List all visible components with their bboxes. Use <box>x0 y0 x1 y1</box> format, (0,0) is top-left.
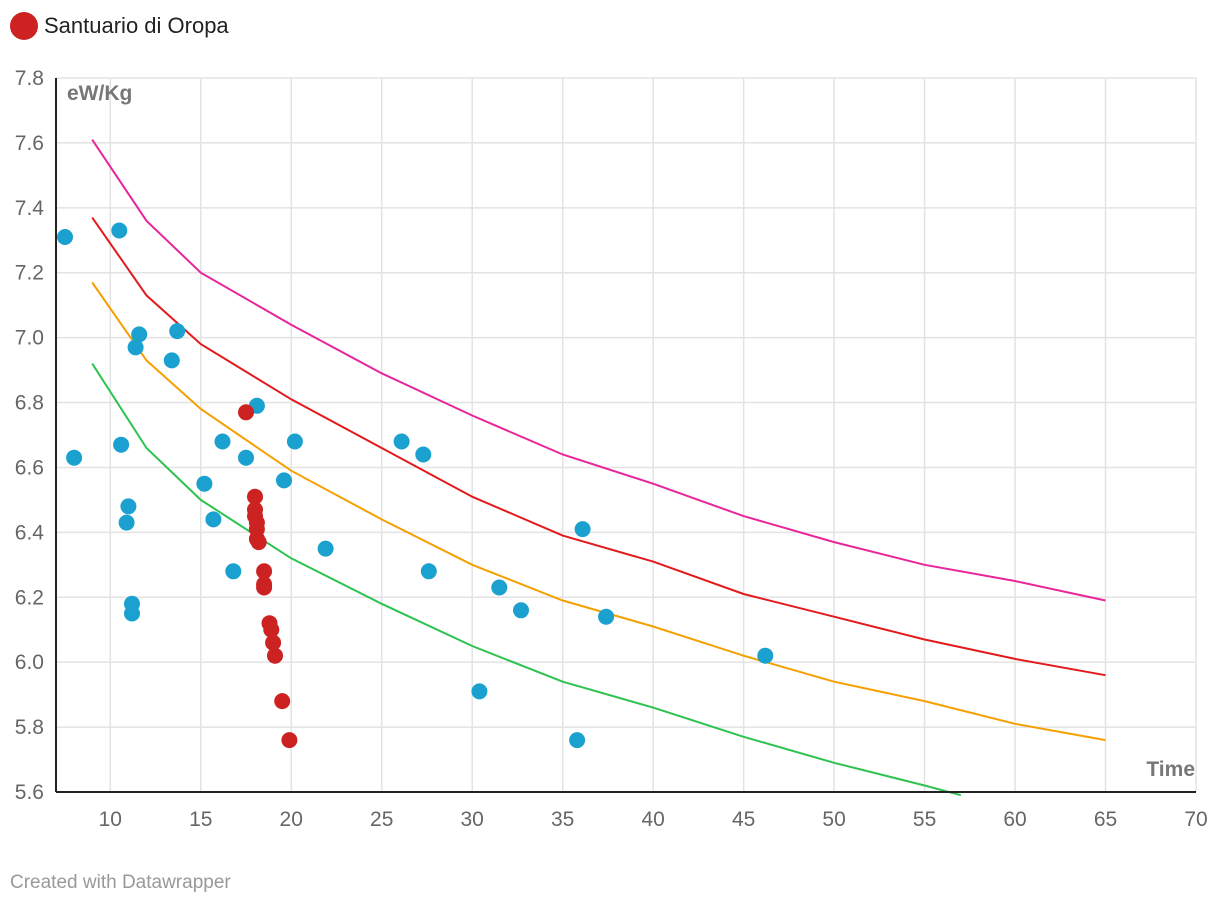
point-other-climbs[interactable] <box>757 647 774 664</box>
point-santuario-di-oropa[interactable] <box>265 634 282 651</box>
point-other-climbs[interactable] <box>598 608 615 625</box>
legend-label-santuario: Santuario di Oropa <box>44 13 229 38</box>
point-other-climbs[interactable] <box>120 498 137 515</box>
point-other-climbs[interactable] <box>513 602 529 619</box>
point-other-climbs[interactable] <box>214 433 231 450</box>
x-tick-label: 10 <box>99 808 122 831</box>
x-axis-label: Time <box>1146 758 1195 781</box>
footer-credit: Created with Datawrapper <box>10 872 231 893</box>
point-other-climbs[interactable] <box>169 323 186 340</box>
y-tick-label: 6.8 <box>15 392 44 415</box>
point-other-climbs[interactable] <box>66 449 83 466</box>
x-tick-label: 40 <box>641 808 664 831</box>
y-tick-label: 6.2 <box>15 586 44 609</box>
x-tick-label: 30 <box>461 808 484 831</box>
legend-swatch-santuario <box>10 12 38 40</box>
point-other-climbs[interactable] <box>415 446 432 463</box>
x-tick-label: 15 <box>189 808 212 831</box>
point-other-climbs[interactable] <box>111 222 128 239</box>
y-tick-label: 7.6 <box>15 132 44 155</box>
point-santuario-di-oropa[interactable] <box>256 579 273 596</box>
point-other-climbs[interactable] <box>127 339 144 356</box>
point-other-climbs[interactable] <box>118 514 135 531</box>
series-line-green-curve <box>91 363 962 797</box>
x-tick-label: 65 <box>1094 808 1117 831</box>
axes: 5.6 5.8 6.0 6.2 6.4 6.6 6.8 7.0 7.2 7.4 7.6 7.8 10 15… <box>15 67 1208 831</box>
point-other-climbs[interactable] <box>124 605 140 622</box>
point-other-climbs[interactable] <box>569 732 586 749</box>
point-other-climbs[interactable] <box>238 449 254 466</box>
point-other-climbs[interactable] <box>393 433 410 450</box>
x-tick-label: 45 <box>732 808 755 831</box>
x-tick-label: 20 <box>280 808 303 831</box>
point-other-climbs[interactable] <box>205 511 222 528</box>
x-tick-label: 25 <box>370 808 393 831</box>
point-santuario-di-oropa[interactable] <box>250 534 267 551</box>
point-other-climbs[interactable] <box>131 326 148 343</box>
point-other-climbs[interactable] <box>113 436 130 453</box>
x-tick-label: 55 <box>913 808 936 831</box>
point-other-climbs[interactable] <box>196 475 213 492</box>
point-other-climbs[interactable] <box>286 433 303 450</box>
point-other-climbs[interactable] <box>57 229 73 245</box>
point-santuario-di-oropa[interactable] <box>256 563 273 580</box>
y-tick-label: 6.4 <box>15 521 45 544</box>
point-santuario-di-oropa[interactable] <box>263 621 280 638</box>
reference-curves <box>91 139 1106 797</box>
data-points <box>57 222 774 749</box>
point-other-climbs[interactable] <box>276 472 292 489</box>
y-tick-label: 7.8 <box>15 67 44 90</box>
point-santuario-di-oropa[interactable] <box>274 693 291 710</box>
y-tick-label: 7.4 <box>15 197 45 220</box>
y-tick-label: 5.6 <box>15 781 44 804</box>
series-line-orange-curve <box>91 281 1106 742</box>
y-tick-label: 6.6 <box>15 456 44 479</box>
point-santuario-di-oropa[interactable] <box>267 647 283 664</box>
point-other-climbs[interactable] <box>471 683 488 700</box>
point-santuario-di-oropa[interactable] <box>238 404 254 421</box>
point-other-climbs[interactable] <box>574 521 591 538</box>
point-other-climbs[interactable] <box>317 540 334 557</box>
point-other-climbs[interactable] <box>491 579 508 596</box>
y-axis-label: eW/Kg <box>67 82 132 105</box>
series-line-red-curve <box>91 217 1106 677</box>
point-santuario-di-oropa[interactable] <box>281 732 298 749</box>
x-tick-label: 60 <box>1003 808 1026 831</box>
y-tick-label: 7.2 <box>15 262 44 285</box>
series-line-pink-curve <box>91 139 1106 602</box>
y-tick-label: 7.0 <box>15 327 44 350</box>
point-other-climbs[interactable] <box>420 563 437 580</box>
point-santuario-di-oropa[interactable] <box>247 488 263 505</box>
x-tick-label: 35 <box>551 808 574 831</box>
chart-legend: Santuario di Oropa <box>10 12 229 40</box>
y-tick-label: 6.0 <box>15 651 44 674</box>
x-tick-label: 50 <box>822 808 845 831</box>
point-other-climbs[interactable] <box>163 352 180 369</box>
point-other-climbs[interactable] <box>225 563 242 580</box>
x-tick-label: 70 <box>1184 808 1207 831</box>
grid-lines <box>56 77 1197 793</box>
y-tick-label: 5.8 <box>15 716 44 739</box>
